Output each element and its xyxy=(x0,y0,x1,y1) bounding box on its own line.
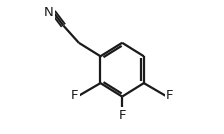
Text: F: F xyxy=(71,90,78,103)
Text: F: F xyxy=(166,90,173,103)
Text: F: F xyxy=(118,109,126,122)
Text: N: N xyxy=(43,6,53,19)
